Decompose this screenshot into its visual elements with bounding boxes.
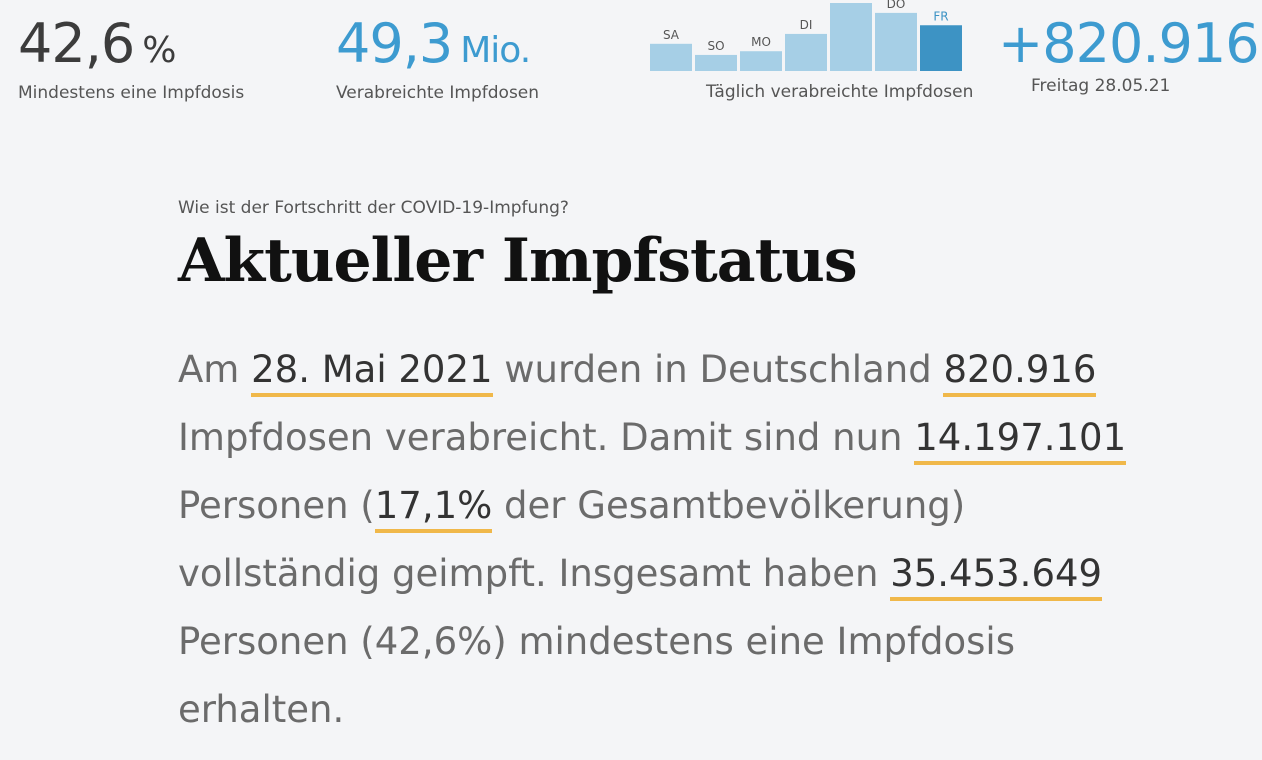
highlight-at-least-one: 35.453.649 bbox=[890, 552, 1103, 601]
kpi-total-doses-unit: Mio. bbox=[460, 30, 531, 71]
highlight-daily-doses: 820.916 bbox=[943, 348, 1097, 397]
article-body: Am 28. Mai 2021 wurden in Deutschland 82… bbox=[178, 336, 1138, 744]
kpi-daily-label: Freitag 28.05.21 bbox=[1031, 76, 1171, 96]
kpi-first-dose-value: 42,6% bbox=[18, 14, 244, 81]
kpi-first-dose-label: Mindestens eine Impfdosis bbox=[18, 83, 245, 103]
text-segment: erhalten. bbox=[178, 688, 345, 731]
bar-so bbox=[695, 54, 737, 71]
article-title: Aktueller Impfstatus bbox=[178, 226, 858, 296]
kpi-total-doses: 49,3 Mio. Verabreichte Impfdosen bbox=[336, 14, 540, 104]
bar-label-do: DO bbox=[887, 0, 906, 11]
kpi-daily: +820.916 Freitag 28.05.21 bbox=[998, 12, 1260, 97]
highlight-fully-pct: 17,1% bbox=[374, 484, 493, 533]
text-segment: Personen ( bbox=[178, 484, 375, 527]
article: Wie ist der Fortschritt der COVID-19-Imp… bbox=[178, 198, 1138, 744]
text-segment: vollständig geimpft. Insgesamt haben bbox=[178, 552, 891, 595]
bar-label-di: DI bbox=[800, 18, 813, 32]
kpi-first-dose-unit: % bbox=[142, 30, 176, 71]
bar-label-so: SO bbox=[707, 39, 724, 53]
kpi-first-dose: 42,6% Mindestens eine Impfdosis bbox=[18, 14, 245, 104]
bar-sa bbox=[650, 43, 692, 71]
bar-label-sa: SA bbox=[663, 28, 680, 42]
text-segment: Am bbox=[178, 348, 252, 391]
text-segment: Impfdosen verabreicht. Damit sind nun bbox=[178, 416, 915, 459]
daily-doses-chart-label: Täglich verabreichte Impfdosen bbox=[706, 82, 974, 102]
kpi-total-doses-number: 49,3 bbox=[336, 12, 453, 75]
article-kicker: Wie ist der Fortschritt der COVID-19-Imp… bbox=[178, 198, 569, 218]
bar-di bbox=[785, 33, 827, 71]
kpi-daily-value: +820.916 bbox=[998, 12, 1260, 75]
bar-do bbox=[875, 12, 917, 72]
text-segment: Personen (42,6%) mindestens eine Impfdos… bbox=[178, 620, 1015, 663]
highlight-fully-vaccinated: 14.197.101 bbox=[914, 416, 1127, 465]
text-segment: der Gesamtbevölkerung) bbox=[492, 484, 966, 527]
bar-fr bbox=[920, 25, 962, 71]
kpi-first-dose-number: 42,6 bbox=[18, 12, 135, 75]
bar-label-fr: FR bbox=[933, 9, 948, 23]
daily-doses-chart-svg: SA SO MO DI MI DO FR bbox=[650, 0, 962, 72]
highlight-date: 28. Mai 2021 bbox=[251, 348, 493, 397]
kpi-total-doses-label: Verabreichte Impfdosen bbox=[336, 83, 540, 103]
bar-label-mo: MO bbox=[751, 35, 771, 49]
text-segment: wurden in Deutschland bbox=[492, 348, 944, 391]
bar-mi bbox=[830, 3, 872, 71]
daily-doses-chart: SA SO MO DI MI DO FR Täglich verabreichte Impf… bbox=[650, 0, 973, 104]
bar-mo bbox=[740, 51, 782, 71]
bar-label-mi: MI bbox=[844, 0, 858, 1]
kpi-total-doses-value: 49,3 Mio. bbox=[336, 14, 539, 81]
